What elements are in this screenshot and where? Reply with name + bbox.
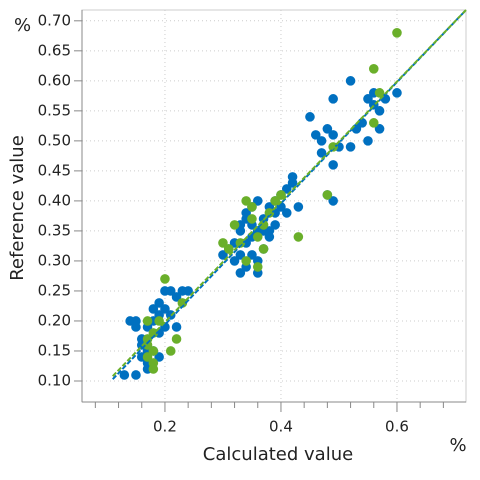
point [148, 346, 159, 356]
point [316, 136, 327, 146]
point [328, 94, 338, 104]
point [281, 208, 292, 218]
point [310, 130, 321, 140]
point [235, 250, 246, 260]
point [119, 370, 130, 380]
point [316, 148, 327, 158]
point [183, 286, 193, 296]
point [392, 28, 402, 38]
y-axis-label: Reference value [7, 135, 28, 281]
point [247, 214, 257, 224]
point [252, 232, 263, 242]
point [223, 244, 234, 254]
y-tick-label: 0.70 [38, 11, 71, 29]
x-tick-label: 0.4 [269, 418, 293, 436]
x-unit: % [449, 435, 466, 456]
point [322, 124, 333, 134]
point [229, 220, 240, 230]
point [247, 250, 257, 260]
point [368, 118, 379, 128]
fit-line [112, 9, 467, 377]
y-unit: % [14, 15, 31, 36]
y-tick-label: 0.50 [38, 131, 71, 149]
point [160, 274, 170, 284]
point [363, 94, 373, 104]
y-tick-label: 0.10 [38, 371, 71, 389]
x-tick-label: 0.6 [385, 418, 409, 436]
point [229, 256, 240, 266]
point [392, 88, 402, 98]
point [345, 142, 356, 152]
y-tick-label: 0.60 [38, 71, 71, 89]
point [241, 196, 251, 206]
point [368, 64, 379, 74]
y-tick-label: 0.55 [38, 101, 71, 119]
point [293, 232, 304, 242]
y-tick-label: 0.65 [38, 41, 71, 59]
point [305, 112, 315, 122]
point [328, 160, 338, 170]
point [363, 136, 373, 146]
point [171, 292, 182, 302]
point [218, 250, 228, 260]
point [142, 352, 153, 362]
point [374, 124, 385, 134]
point [287, 178, 298, 188]
point [281, 184, 292, 194]
y-tick-label: 0.35 [38, 221, 71, 239]
y-tick-label: 0.30 [38, 251, 71, 269]
point [252, 262, 263, 272]
point [165, 346, 176, 356]
point [171, 322, 182, 332]
point [374, 88, 385, 98]
point [154, 298, 164, 308]
point [270, 220, 280, 230]
point [374, 106, 385, 116]
x-axis-label: Calculated value [203, 444, 353, 465]
point [131, 370, 141, 380]
y-tick-label: 0.40 [38, 191, 71, 209]
point [131, 316, 141, 326]
point [328, 196, 338, 206]
point [160, 286, 170, 296]
point [241, 256, 251, 266]
point [171, 334, 182, 344]
point [345, 76, 356, 86]
y-tick-label: 0.25 [38, 281, 71, 299]
point [142, 316, 153, 326]
fit-line [112, 9, 467, 380]
point [235, 226, 246, 236]
point [270, 196, 280, 206]
point [264, 232, 275, 242]
y-tick-label: 0.45 [38, 161, 71, 179]
point [154, 352, 164, 362]
point [322, 190, 333, 200]
point [148, 364, 159, 374]
point [252, 196, 263, 206]
point [218, 238, 228, 248]
point [276, 190, 286, 200]
y-tick-label: 0.15 [38, 341, 71, 359]
point [328, 130, 338, 140]
point [154, 316, 164, 326]
point [247, 202, 257, 212]
x-tick-label: 0.2 [153, 418, 177, 436]
point [258, 244, 269, 254]
y-tick-label: 0.20 [38, 311, 71, 329]
point [148, 304, 159, 314]
point [293, 202, 304, 212]
point [235, 268, 246, 278]
point [160, 304, 170, 314]
